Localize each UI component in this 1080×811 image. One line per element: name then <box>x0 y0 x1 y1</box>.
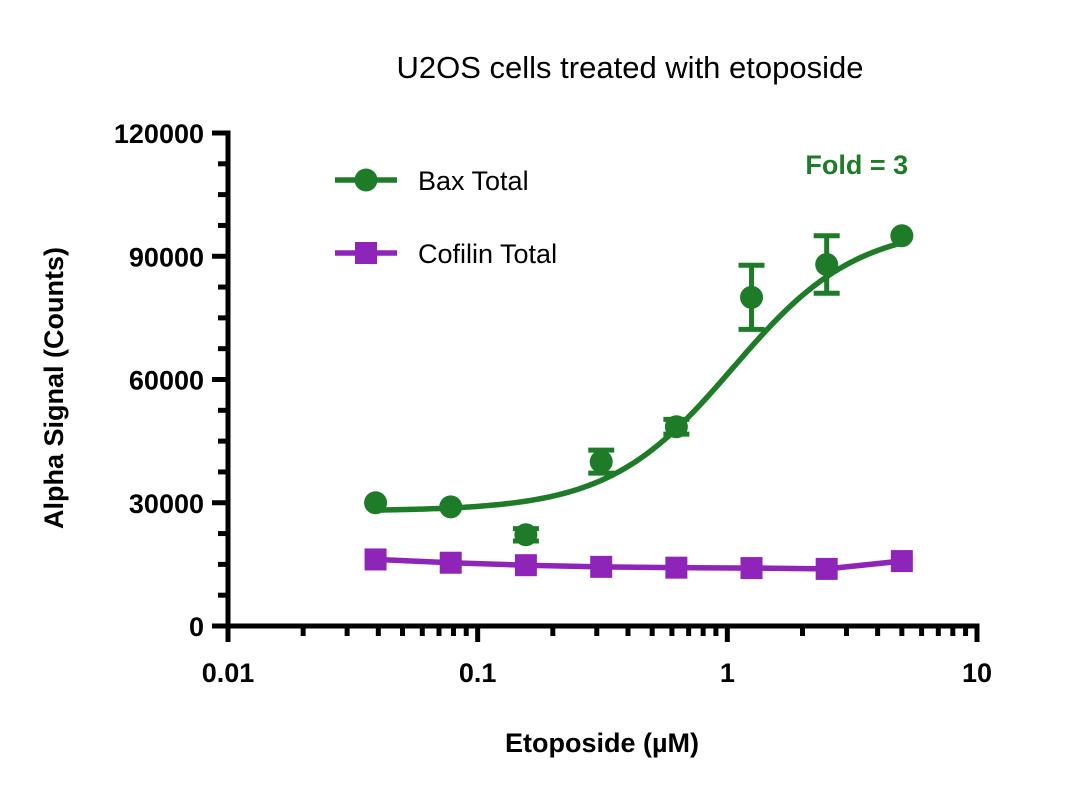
data-point <box>364 548 387 571</box>
data-point <box>589 450 613 474</box>
data-point <box>815 252 839 276</box>
y-axis-tick-labels: 0 30000 60000 90000 120000 <box>114 119 204 642</box>
series-line <box>372 556 905 572</box>
data-point <box>664 415 688 439</box>
y-tick-label: 120000 <box>114 119 204 149</box>
data-point <box>439 495 463 519</box>
y-axis-title: Alpha Signal (Counts) <box>39 247 69 529</box>
data-point <box>364 491 388 515</box>
chart-legend: Bax Total Cofilin Total <box>335 166 557 269</box>
x-tick-label: 0.01 <box>202 658 255 688</box>
legend-marker <box>355 242 377 264</box>
fold-annotation: Fold = 3 <box>805 150 908 180</box>
y-tick-label: 0 <box>189 612 204 642</box>
data-point <box>740 285 764 309</box>
x-tick-label: 10 <box>962 658 992 688</box>
y-tick-label: 90000 <box>129 242 204 272</box>
legend-marker <box>354 168 378 192</box>
data-point <box>890 224 914 248</box>
chart-annotations: Fold = 3 <box>805 150 908 180</box>
y-tick-label: 60000 <box>129 366 204 396</box>
x-axis-ticks <box>225 626 980 642</box>
data-point <box>590 555 613 578</box>
series-bax-total <box>364 224 914 547</box>
series-line <box>372 240 905 513</box>
data-point <box>665 556 688 579</box>
data-point <box>740 557 763 580</box>
x-tick-label: 1 <box>720 658 735 688</box>
x-tick-label: 0.1 <box>459 658 497 688</box>
legend-label: Bax Total <box>418 166 529 196</box>
data-point <box>514 554 537 577</box>
legend-label: Cofilin Total <box>418 239 557 269</box>
chart-title: U2OS cells treated with etoposide <box>397 50 864 85</box>
data-point <box>890 550 913 573</box>
data-point <box>439 551 462 574</box>
x-axis-tick-labels: 0.01 0.1 1 10 <box>202 658 992 688</box>
y-tick-label: 30000 <box>129 489 204 519</box>
series-cofilin-total <box>364 548 913 580</box>
x-axis-title: Etoposide (µM) <box>505 728 699 758</box>
chart-series-group <box>364 224 914 580</box>
data-point <box>514 523 538 547</box>
data-point <box>815 557 838 580</box>
